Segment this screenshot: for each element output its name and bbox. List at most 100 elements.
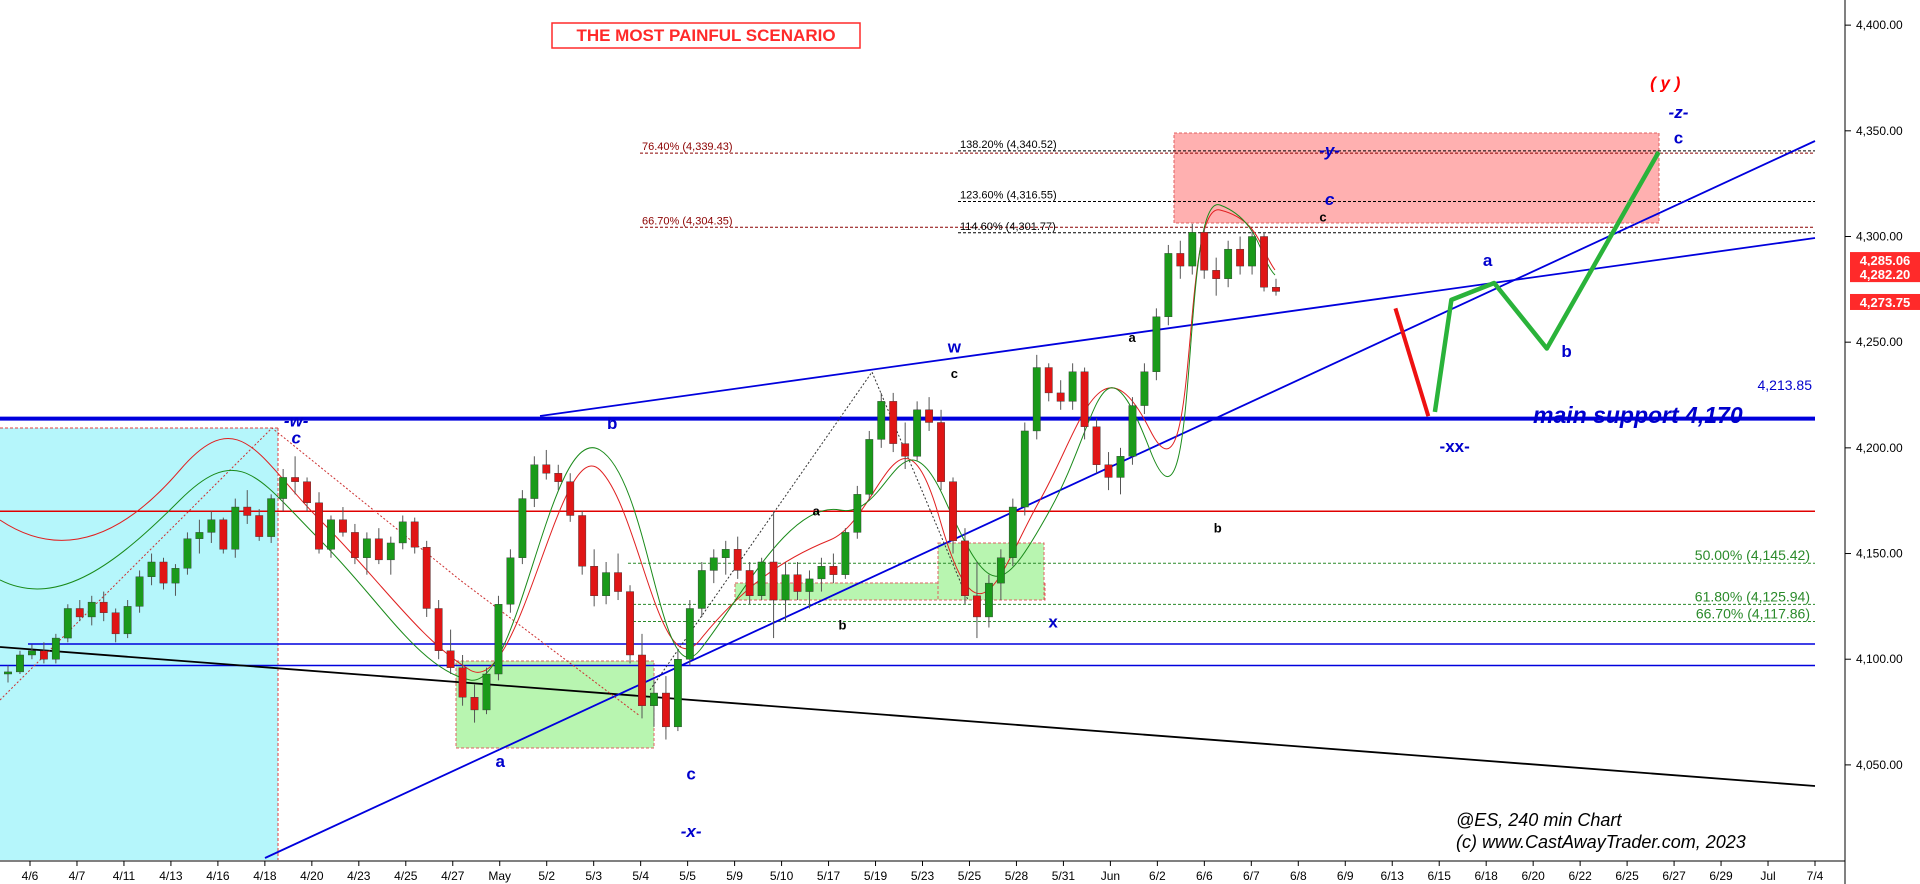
x-tick-label: 4/27 bbox=[441, 869, 465, 883]
x-tick-label: 4/25 bbox=[394, 869, 418, 883]
wave-label: a bbox=[813, 503, 821, 518]
fib-level-label: 123.60% (4,316.55) bbox=[960, 190, 1057, 202]
candle-body bbox=[39, 650, 48, 660]
candle-body bbox=[949, 481, 957, 542]
candle-body bbox=[817, 566, 826, 580]
projection-green-path bbox=[1432, 150, 1661, 413]
candle-body bbox=[458, 667, 467, 698]
fib-level-label: 50.00% (4,145.42) bbox=[1695, 547, 1810, 563]
candle-body bbox=[1032, 367, 1041, 432]
candle-body bbox=[135, 576, 144, 607]
fib-level-label: 76.40% (4,339.43) bbox=[642, 141, 733, 153]
x-tick-label: 4/13 bbox=[159, 869, 183, 883]
candle-body bbox=[1152, 316, 1161, 372]
candle-body bbox=[650, 692, 658, 706]
wave-label: c bbox=[951, 366, 958, 381]
candle-body bbox=[542, 464, 551, 474]
y-tick-label: 4,150.00 bbox=[1856, 547, 1903, 561]
x-tick-label: 5/31 bbox=[1052, 869, 1076, 883]
candle-body bbox=[614, 572, 622, 592]
symbol-caption: @ES, 240 min Chart bbox=[1456, 810, 1622, 830]
x-tick-label: 4/18 bbox=[253, 869, 277, 883]
title-box bbox=[551, 22, 861, 49]
wave-label: b bbox=[607, 414, 617, 433]
candle-body bbox=[75, 608, 84, 618]
candle-body bbox=[1200, 232, 1209, 271]
candle-body bbox=[662, 692, 670, 728]
candle-body bbox=[554, 473, 563, 482]
candle-body bbox=[709, 557, 718, 571]
support-value-label: 4,213.85 bbox=[1758, 377, 1813, 393]
x-tick-label: 4/16 bbox=[206, 869, 230, 883]
candle-body bbox=[757, 561, 766, 597]
candle-body bbox=[494, 604, 503, 675]
wave-label: -z- bbox=[1669, 103, 1689, 122]
trendline-black bbox=[0, 646, 1816, 787]
candle-body bbox=[4, 671, 12, 675]
x-tick-label: 5/3 bbox=[585, 869, 602, 883]
candle-body bbox=[1176, 253, 1185, 267]
candle-body bbox=[446, 650, 455, 668]
wave-label: x bbox=[1048, 613, 1058, 632]
red-target-zone bbox=[1173, 132, 1660, 224]
x-tick-label: 6/7 bbox=[1243, 869, 1260, 883]
wave-label: c bbox=[1319, 210, 1326, 225]
candle-body bbox=[99, 601, 108, 613]
candle-body bbox=[961, 540, 969, 597]
x-tick-label: 7/4 bbox=[1807, 869, 1824, 883]
candle-body bbox=[638, 654, 646, 706]
y-tick-label: 4,100.00 bbox=[1856, 652, 1903, 666]
candle-body bbox=[195, 532, 204, 539]
price-box bbox=[1850, 252, 1920, 269]
candle-body bbox=[889, 401, 898, 444]
candle-body bbox=[482, 673, 491, 711]
x-tick-label: 6/15 bbox=[1428, 869, 1452, 883]
candle-body bbox=[996, 557, 1005, 584]
x-tick-label: 6/2 bbox=[1149, 869, 1166, 883]
candle-body bbox=[721, 549, 730, 558]
x-tick-label: 6/29 bbox=[1709, 869, 1733, 883]
candle-body bbox=[769, 561, 778, 601]
x-tick-label: 6/6 bbox=[1196, 869, 1213, 883]
candle-body bbox=[626, 591, 634, 656]
fib-level-label: 66.70% (4,304.35) bbox=[642, 215, 733, 227]
y-tick-label: 4,350.00 bbox=[1856, 124, 1903, 138]
x-tick-label: 5/17 bbox=[817, 869, 841, 883]
candle-body bbox=[339, 519, 347, 533]
candle-body bbox=[315, 502, 323, 550]
wave-label: a bbox=[1483, 251, 1493, 270]
candle-body bbox=[1044, 367, 1053, 394]
candle-body bbox=[422, 546, 431, 609]
y-tick-label: 4,250.00 bbox=[1856, 335, 1903, 349]
wave-label: w bbox=[947, 338, 962, 357]
x-tick-label: 5/4 bbox=[632, 869, 649, 883]
wave-label: ( y ) bbox=[1650, 74, 1681, 93]
x-tick-label: 4/23 bbox=[347, 869, 371, 883]
candle-body bbox=[279, 477, 288, 499]
x-tick-label: Jun bbox=[1101, 869, 1120, 883]
wave-label: c bbox=[291, 429, 301, 448]
y-tick-label: 4,200.00 bbox=[1856, 441, 1903, 455]
wave-label: -y- bbox=[1319, 141, 1340, 160]
x-tick-label: 5/23 bbox=[911, 869, 935, 883]
wave-label: a bbox=[496, 752, 506, 771]
wave-label: -xx- bbox=[1440, 437, 1470, 456]
x-tick-label: 4/11 bbox=[113, 869, 136, 883]
candle-body bbox=[350, 532, 359, 558]
x-tick-label: 6/27 bbox=[1662, 869, 1686, 883]
candle-body bbox=[362, 538, 371, 558]
x-tick-label: May bbox=[488, 869, 511, 883]
candle-body bbox=[231, 506, 240, 550]
candle-body bbox=[291, 477, 300, 482]
x-tick-label: 5/19 bbox=[864, 869, 888, 883]
candle-body bbox=[973, 595, 981, 618]
x-tick-label: 5/10 bbox=[770, 869, 794, 883]
candle-body bbox=[1008, 506, 1017, 558]
x-tick-label: 5/25 bbox=[958, 869, 982, 883]
wave-label: c bbox=[1325, 190, 1335, 209]
candle-body bbox=[87, 601, 96, 618]
wave-label: b bbox=[1214, 520, 1222, 535]
candle-body bbox=[207, 519, 216, 533]
candle-body bbox=[853, 494, 862, 533]
